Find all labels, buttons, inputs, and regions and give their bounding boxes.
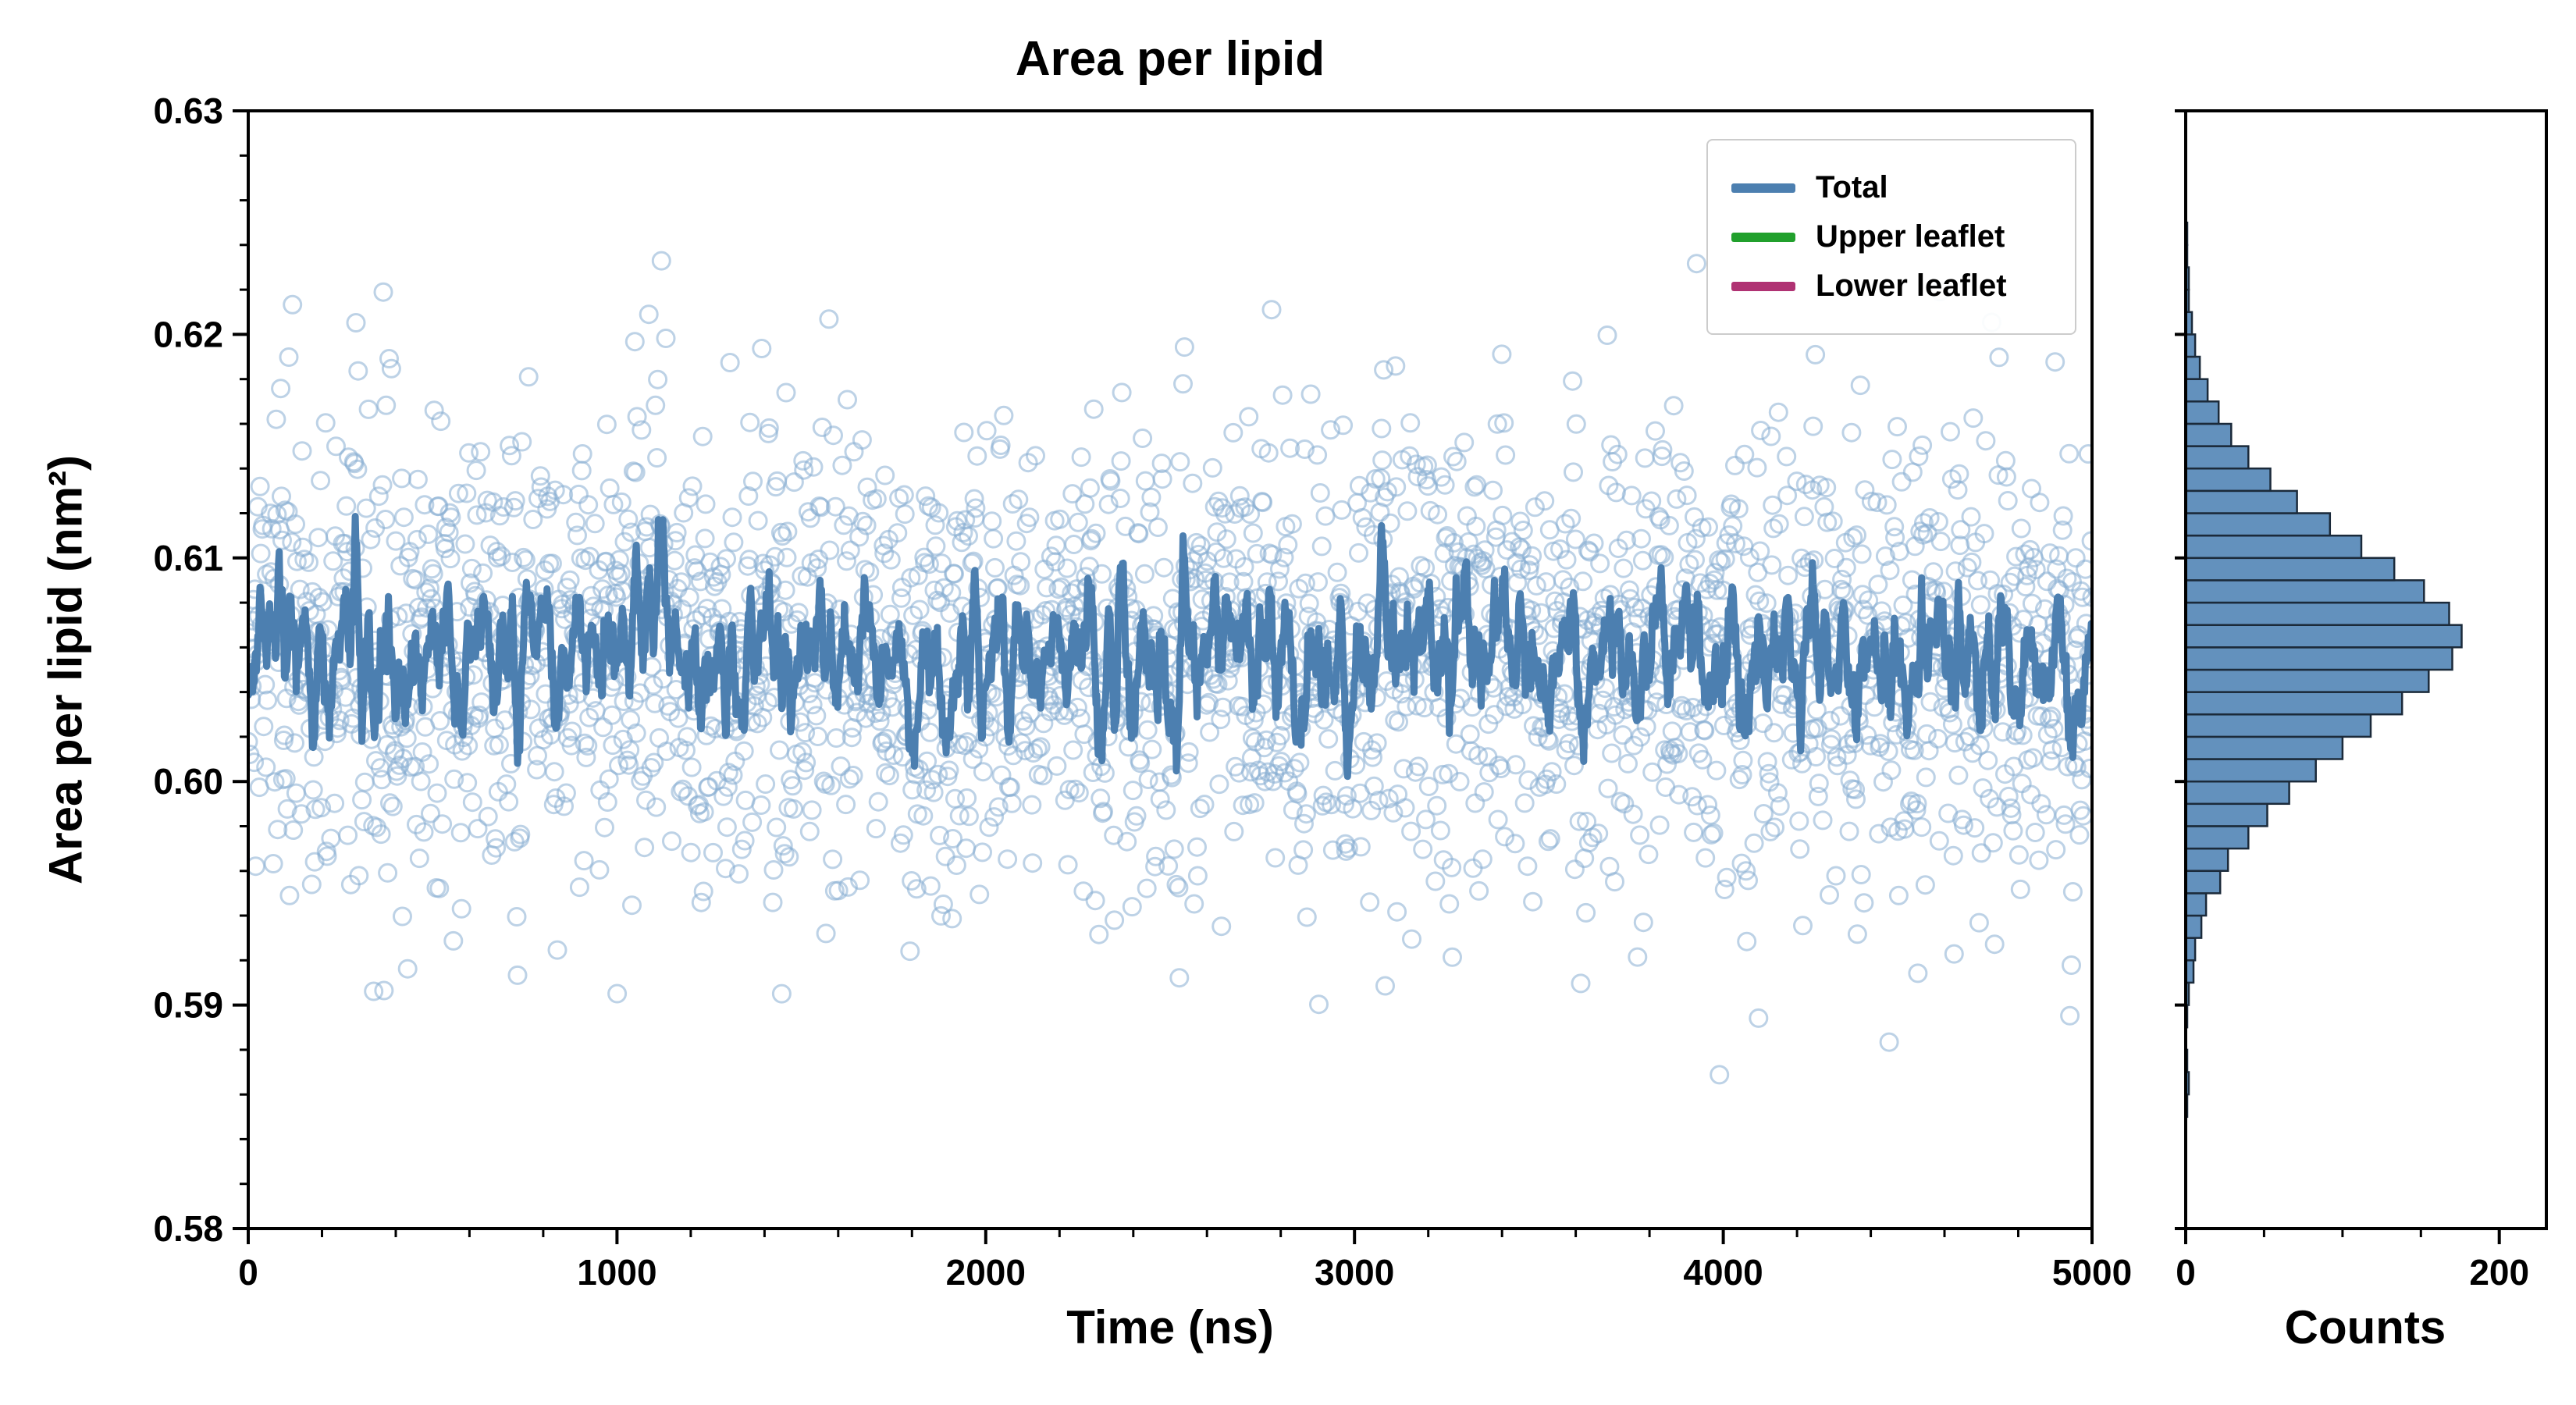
hist-x-ticks — [2184, 1229, 2501, 1244]
main-x-ticks — [247, 1229, 2094, 1244]
main-x-tick-labels: 0 1000 2000 3000 4000 5000 — [238, 1252, 2132, 1293]
legend-swatch-upper-leaflet — [1731, 232, 1795, 242]
legend: Total Upper leaflet Lower leaflet — [1706, 139, 2076, 335]
legend-label-lower-leaflet: Lower leaflet — [1816, 269, 2007, 303]
svg-text:0.60: 0.60 — [153, 761, 223, 802]
legend-swatch-lower-leaflet — [1731, 281, 1795, 291]
legend-item-lower-leaflet: Lower leaflet — [1731, 269, 2051, 304]
hist-plot-frame — [2184, 109, 2548, 1230]
legend-item-upper-leaflet: Upper leaflet — [1731, 219, 2051, 254]
legend-label-total: Total — [1816, 170, 1888, 205]
svg-text:0.58: 0.58 — [153, 1208, 223, 1249]
svg-text:4000: 4000 — [1683, 1252, 1763, 1293]
hist-y-ticks — [2175, 109, 2186, 1230]
main-y-tick-labels: 0.58 0.59 0.60 0.61 0.62 0.63 — [153, 91, 223, 1249]
total-line — [248, 513, 2092, 781]
y-axis-label: Area per lipid (nm²) — [39, 454, 92, 885]
main-y-ticks — [233, 109, 248, 1230]
svg-text:200: 200 — [2469, 1252, 2529, 1293]
svg-text:2000: 2000 — [946, 1252, 1026, 1293]
hist-x-tick-labels: 0 200 — [2176, 1252, 2529, 1293]
histogram-bars — [2186, 221, 2463, 1119]
svg-text:5000: 5000 — [2052, 1252, 2132, 1293]
x-axis-label: Time (ns) — [1066, 1301, 1274, 1353]
legend-label-upper-leaflet: Upper leaflet — [1816, 219, 2005, 254]
svg-text:3000: 3000 — [1315, 1252, 1394, 1293]
svg-text:0.59: 0.59 — [153, 985, 223, 1026]
svg-text:0: 0 — [2176, 1252, 2196, 1293]
legend-item-total: Total — [1731, 170, 2051, 205]
chart-title: Area per lipid — [1015, 32, 1325, 86]
svg-text:0.61: 0.61 — [153, 538, 223, 578]
svg-text:0: 0 — [238, 1252, 258, 1293]
legend-swatch-total — [1731, 183, 1795, 193]
main-plot-frame — [247, 109, 2094, 1230]
hist-x-axis-label: Counts — [2284, 1301, 2446, 1353]
svg-text:0.62: 0.62 — [153, 314, 223, 354]
svg-text:1000: 1000 — [577, 1252, 656, 1293]
svg-text:0.63: 0.63 — [153, 91, 223, 131]
